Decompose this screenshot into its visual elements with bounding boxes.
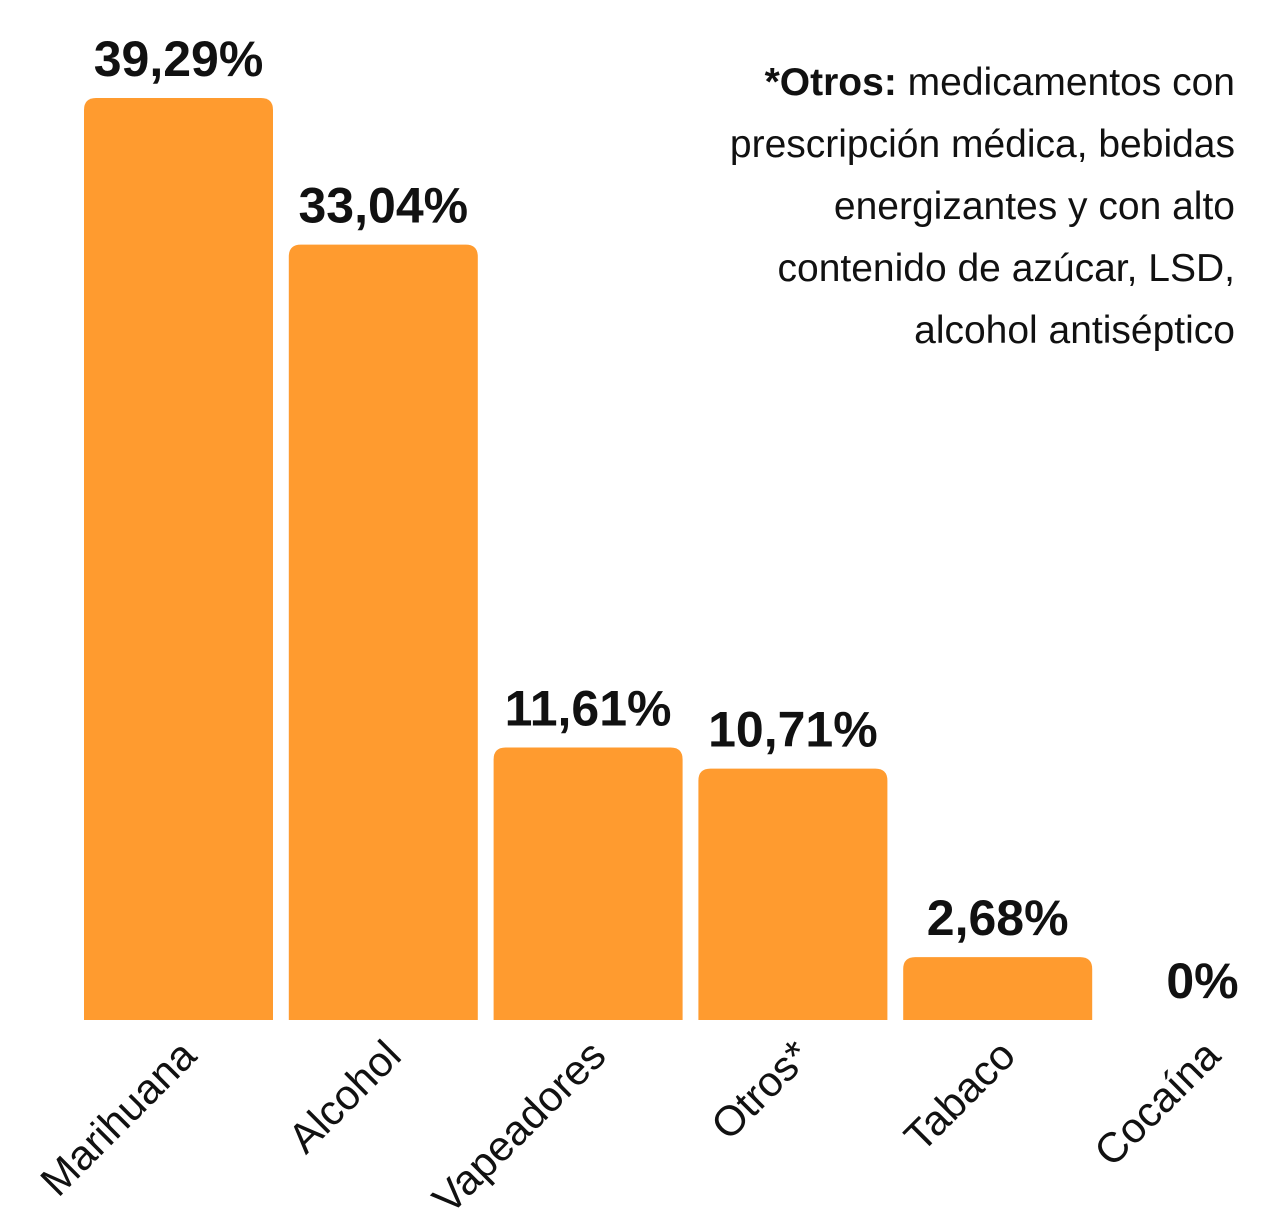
category-label: Marihuana [31,1031,205,1205]
category-label: Cocaína [1085,1031,1229,1175]
otros-footnote: *Otros: medicamentos con prescripción mé… [675,52,1235,362]
value-label: 33,04% [299,178,469,234]
value-label: 0% [1166,953,1238,1009]
bar-vapeadores [493,747,683,1020]
bar-tabaco [903,957,1093,1020]
footnote-label: *Otros: [764,61,897,104]
value-label: 39,29% [94,31,264,87]
category-label: Vapeadores [423,1031,614,1222]
value-label: 11,61% [505,681,672,737]
category-label: Alcohol [279,1031,410,1162]
bar-marihuana [84,98,273,1020]
value-label: 10,71% [708,702,878,758]
bar-otros [698,768,888,1020]
footnote-text: medicamentos con prescripción médica, be… [729,61,1235,352]
category-label: Otros* [702,1031,819,1148]
bar-alcohol [288,244,478,1020]
category-label: Tabaco [895,1031,1024,1160]
value-label: 2,68% [927,890,1069,946]
